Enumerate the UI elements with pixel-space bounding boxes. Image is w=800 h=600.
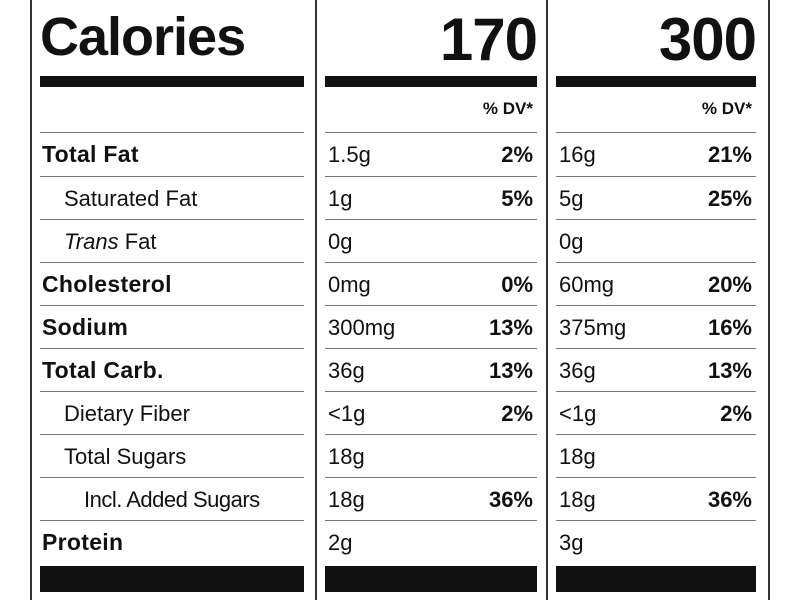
right-border-line	[768, 0, 770, 600]
amount-value: 60mg	[559, 272, 615, 297]
thick-rule	[556, 76, 756, 87]
row-divider	[556, 132, 756, 133]
row-divider	[325, 391, 537, 392]
percent-dv-value: 5%	[501, 186, 533, 211]
amount-value: 1g	[328, 186, 353, 211]
row-divider	[556, 176, 756, 177]
row-divider	[556, 219, 756, 220]
percent-dv-value: 2%	[720, 401, 752, 426]
row-divider	[40, 176, 304, 177]
amount-value: 16g	[559, 142, 596, 167]
row-divider	[40, 219, 304, 220]
nutrient-label-total-carb: Total Carb.	[42, 357, 164, 383]
percent-dv-value: 13%	[707, 358, 752, 383]
percent-dv-value: 2%	[501, 401, 533, 426]
row-divider	[325, 520, 537, 521]
nutrient-label-sodium: Sodium	[42, 314, 129, 340]
amount-value: 0mg	[328, 272, 371, 297]
bottom-thick-bar	[556, 566, 756, 592]
serving-column-a: 170 % DV* 1.5g 2% 1g 5% 0g 0mg 0% 300mg …	[325, 0, 538, 600]
row-divider	[325, 176, 537, 177]
amount-value: 2g	[328, 530, 353, 555]
row-divider	[556, 391, 756, 392]
nutrient-label-total-fat: Total Fat	[42, 141, 139, 167]
row-divider	[325, 219, 537, 220]
nutrient-label-added-sugars: Incl. Added Sugars	[84, 487, 260, 512]
percent-dv-value: 16%	[707, 315, 752, 340]
row-divider	[40, 132, 304, 133]
percent-dv-value: 2%	[501, 142, 533, 167]
row-divider	[556, 305, 756, 306]
amount-value: 0g	[559, 229, 584, 254]
row-divider	[556, 348, 756, 349]
percent-dv-header: % DV*	[701, 99, 752, 118]
calories-value-a: 170	[439, 6, 538, 73]
row-divider	[325, 477, 537, 478]
amount-value: <1g	[559, 401, 597, 426]
amount-value: 5g	[559, 186, 584, 211]
amount-value: 3g	[559, 530, 584, 555]
row-divider	[325, 262, 537, 263]
amount-value: 0g	[328, 229, 353, 254]
row-divider	[40, 520, 304, 521]
percent-dv-value: 20%	[707, 272, 752, 297]
amount-value: 1.5g	[328, 142, 371, 167]
percent-dv-value: 13%	[488, 358, 533, 383]
left-border-line	[30, 0, 32, 600]
amount-value: <1g	[328, 401, 366, 426]
percent-dv-value: 13%	[488, 315, 533, 340]
amount-value: 18g	[559, 444, 596, 469]
row-divider	[40, 305, 304, 306]
fat-word: Fat	[118, 229, 157, 254]
amount-value: 36g	[559, 358, 596, 383]
row-divider	[40, 477, 304, 478]
nutrient-label-saturated-fat: Saturated Fat	[64, 186, 198, 211]
trans-word: Trans	[64, 229, 119, 254]
percent-dv-header: % DV*	[482, 99, 533, 118]
nutrient-label-dietary-fiber: Dietary Fiber	[64, 401, 190, 426]
calories-title: Calories	[40, 7, 246, 67]
row-divider	[556, 434, 756, 435]
amount-value: 18g	[559, 487, 596, 512]
row-divider	[40, 434, 304, 435]
row-divider	[325, 305, 537, 306]
percent-dv-value: 36%	[488, 487, 533, 512]
serving-column-b: 300 % DV* 16g 21% 5g 25% 0g 60mg 20% 375…	[556, 0, 757, 600]
nutrient-label-total-sugars: Total Sugars	[64, 444, 187, 469]
bottom-thick-bar	[40, 566, 304, 592]
row-divider	[40, 262, 304, 263]
percent-dv-value: 21%	[707, 142, 752, 167]
label-column: Calories Total Fat Saturated Fat Trans F…	[40, 0, 304, 600]
row-divider	[556, 262, 756, 263]
row-divider	[40, 391, 304, 392]
thick-rule	[325, 76, 537, 87]
thick-rule	[40, 76, 304, 87]
amount-value: 18g	[328, 487, 365, 512]
percent-dv-value: 36%	[707, 487, 752, 512]
nutrient-label-cholesterol: Cholesterol	[42, 271, 172, 297]
nutrient-label-trans-fat: Trans Fat	[64, 220, 157, 263]
nutrient-label-protein: Protein	[42, 529, 124, 555]
calories-value-b: 300	[658, 6, 757, 73]
row-divider	[325, 132, 537, 133]
row-divider	[325, 348, 537, 349]
amount-value: 18g	[328, 444, 365, 469]
percent-dv-value: 0%	[501, 272, 533, 297]
column-divider-2	[546, 0, 548, 600]
row-divider	[40, 348, 304, 349]
amount-value: 36g	[328, 358, 365, 383]
column-divider-1	[315, 0, 317, 600]
bottom-thick-bar	[325, 566, 537, 592]
amount-value: 300mg	[328, 315, 396, 340]
percent-dv-value: 25%	[707, 186, 752, 211]
amount-value: 375mg	[559, 315, 627, 340]
row-divider	[556, 520, 756, 521]
row-divider	[556, 477, 756, 478]
row-divider	[325, 434, 537, 435]
